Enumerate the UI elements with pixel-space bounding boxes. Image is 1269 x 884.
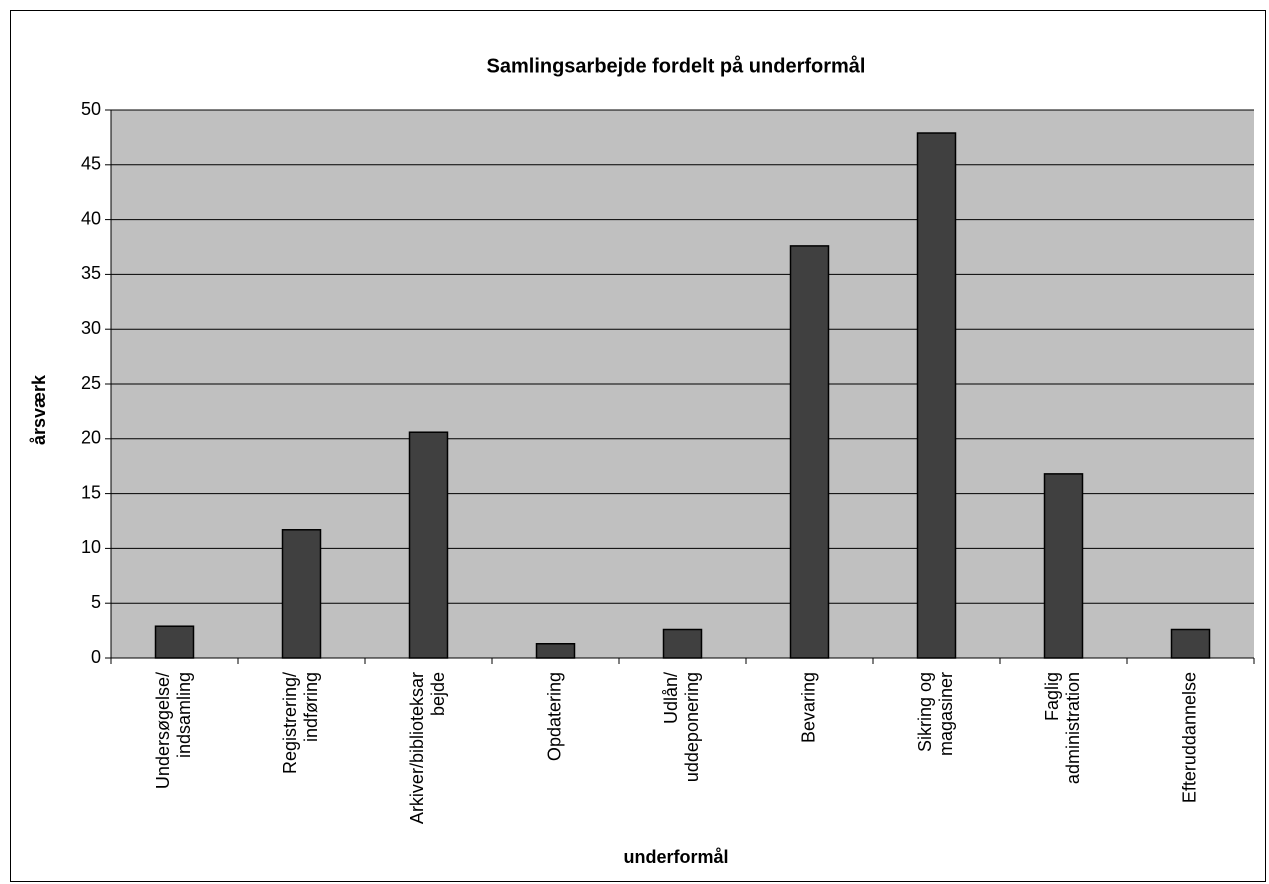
y-tick-label: 5: [91, 592, 101, 612]
bar: [662, 628, 703, 659]
y-tick-label: 20: [81, 428, 101, 448]
x-tick-label: Bevaring: [798, 672, 818, 743]
x-axis-label: underformål: [623, 847, 728, 867]
y-tick-label: 50: [81, 99, 101, 119]
y-tick-label: 35: [81, 263, 101, 283]
y-tick-label: 45: [81, 154, 101, 174]
bar: [789, 245, 830, 659]
x-tick-label: Efteruddannelse: [1179, 672, 1199, 803]
bar: [1043, 473, 1084, 659]
x-tick-label: Fagligadministration: [1042, 672, 1083, 784]
bar: [1170, 628, 1211, 659]
x-tick-label: Sikring ogmagasiner: [915, 672, 956, 756]
bar: [154, 625, 195, 659]
y-tick-label: 30: [81, 318, 101, 338]
y-tick-label: 40: [81, 208, 101, 228]
x-tick-label: Registrering/indføring: [280, 672, 321, 774]
y-tick-label: 10: [81, 537, 101, 557]
bar: [535, 643, 576, 659]
y-tick-label: 0: [91, 647, 101, 667]
y-axis-label: årsværk: [29, 374, 49, 445]
y-tick-label: 25: [81, 373, 101, 393]
x-tick-label: Arkiver/biblioteksarbejde: [407, 672, 448, 824]
bar: [281, 529, 322, 659]
bar: [408, 431, 449, 659]
y-tick-label: 15: [81, 482, 101, 502]
x-tick-label: Undersøgelse/indsamling: [153, 672, 194, 789]
x-tick-label: Udlån/uddeponering: [661, 672, 702, 782]
x-tick-label: Opdatering: [544, 672, 564, 761]
bar: [916, 132, 957, 659]
chart-title: Samlingsarbejde fordelt på underformål: [487, 54, 866, 77]
